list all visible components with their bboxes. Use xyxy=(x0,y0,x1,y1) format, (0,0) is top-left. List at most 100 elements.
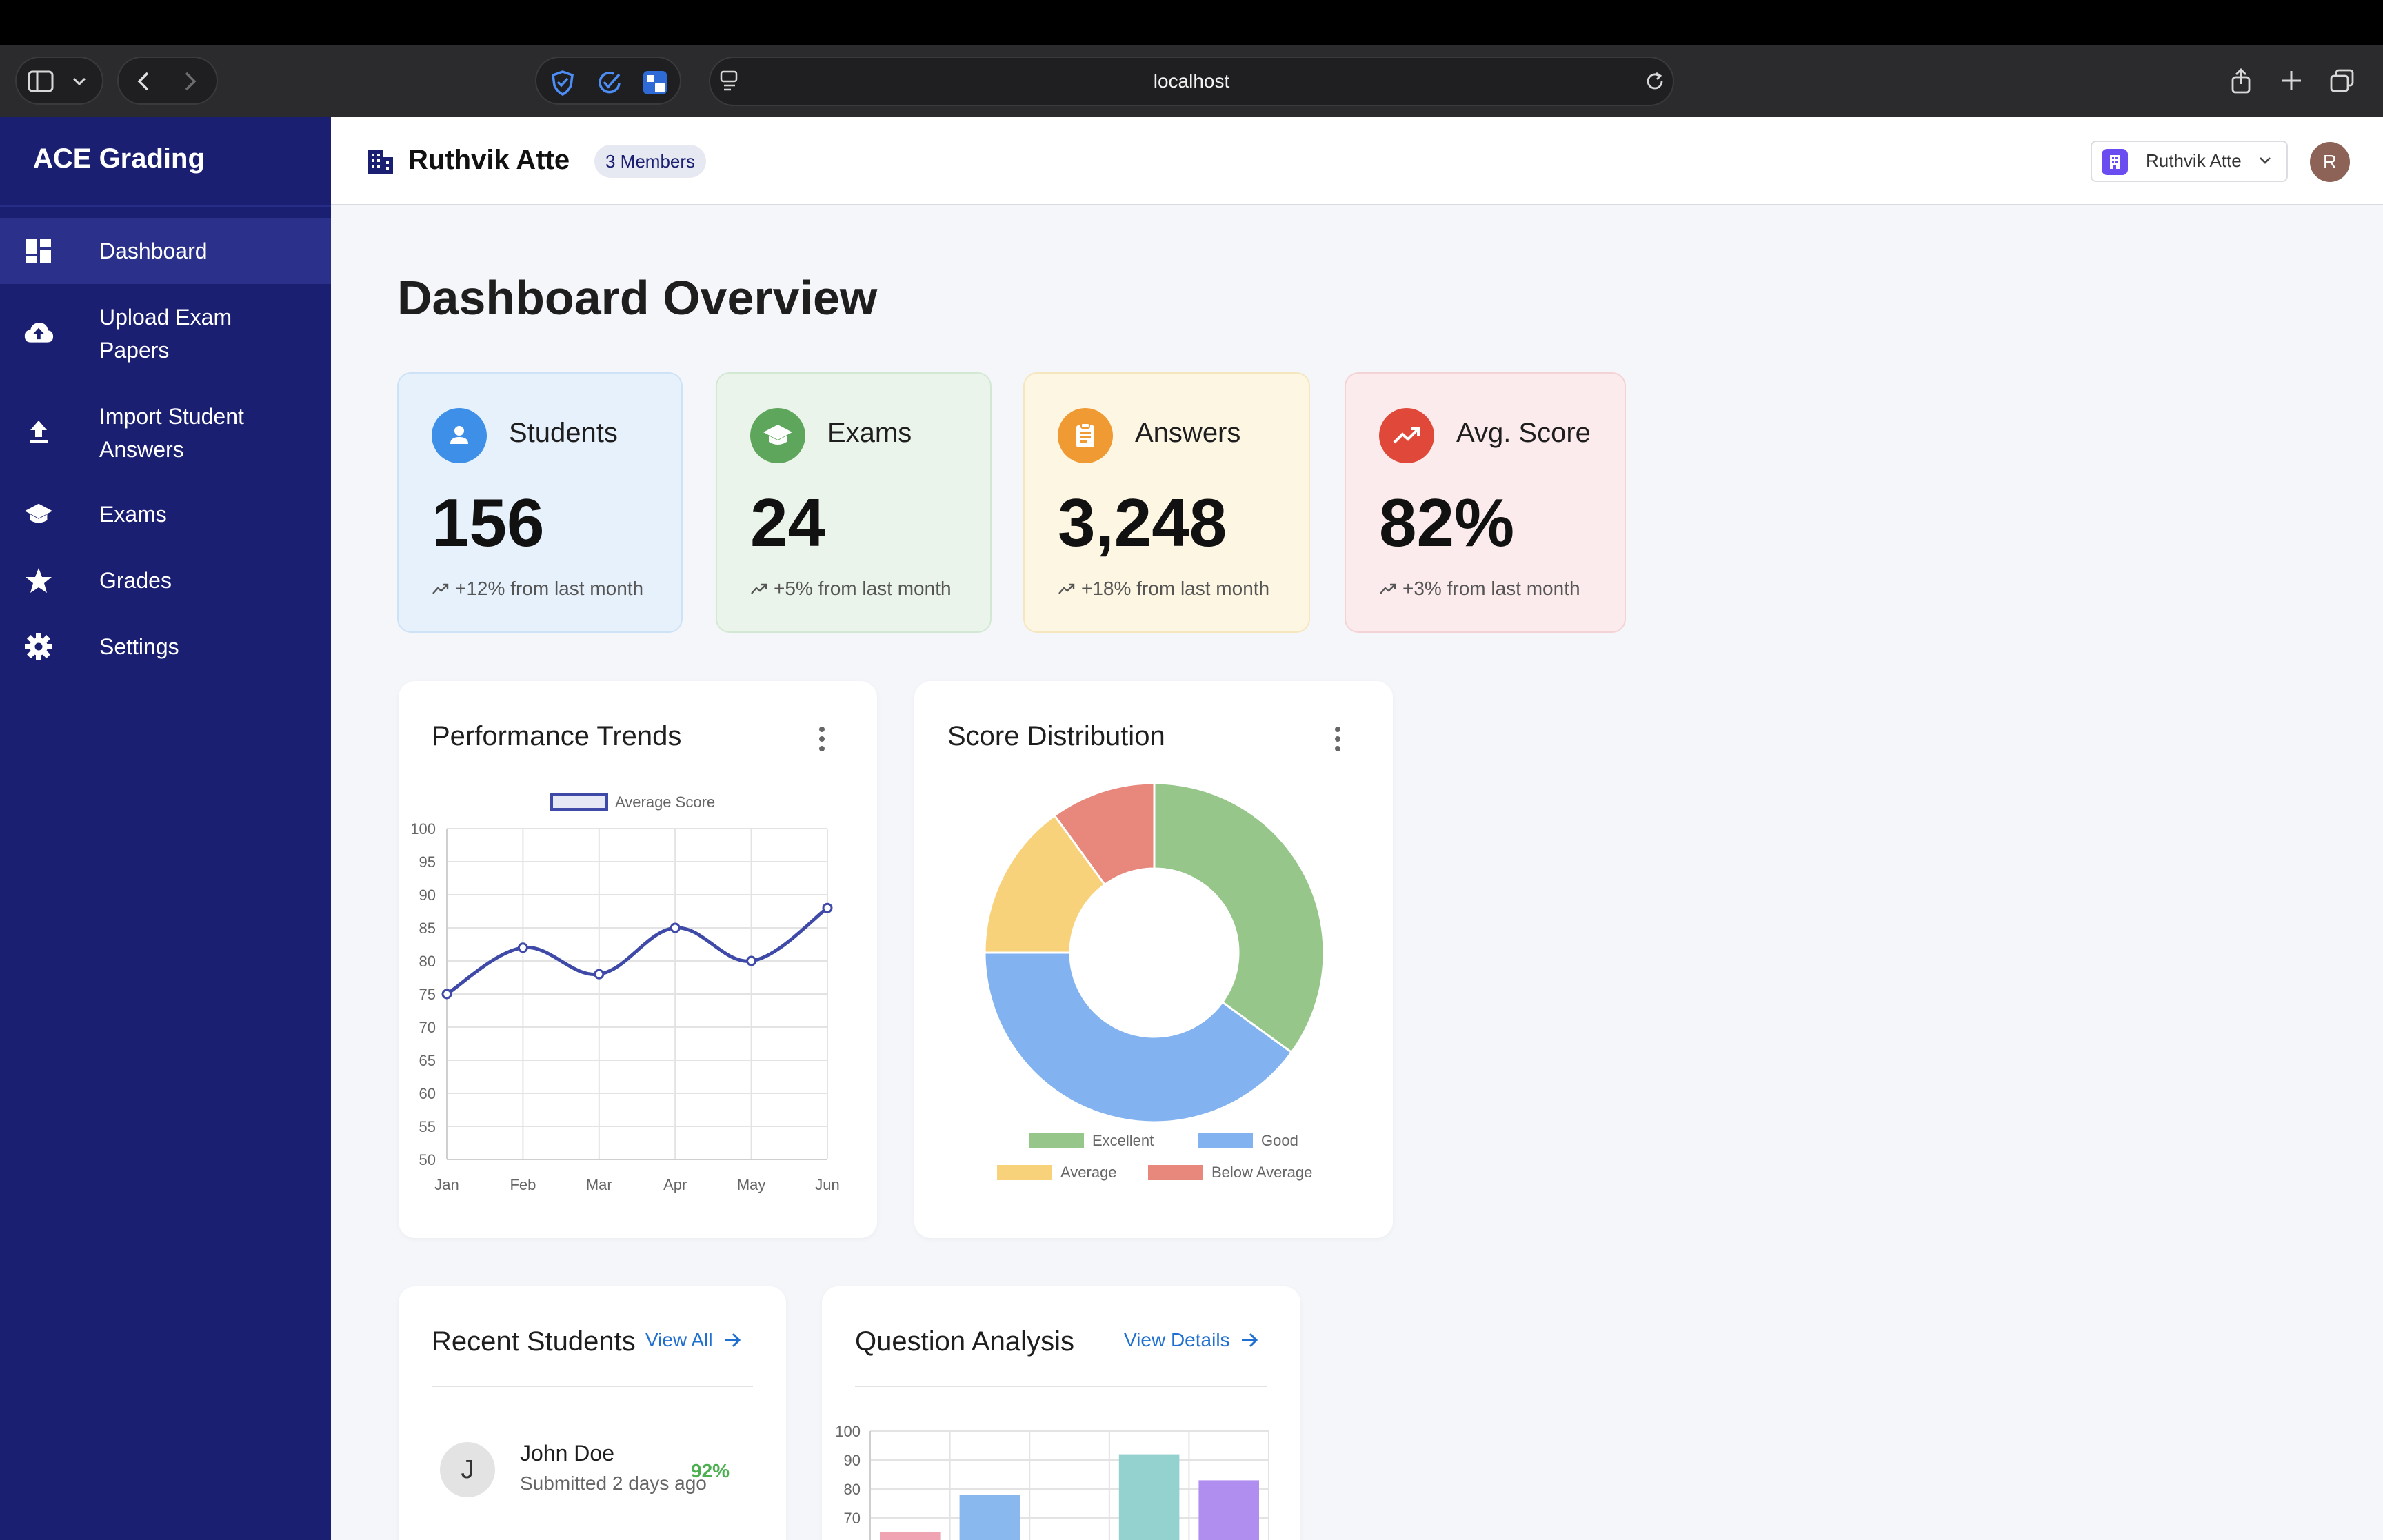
stat-label: Avg. Score xyxy=(1456,418,1591,448)
performance-trends-panel: Performance Trends Average Score 50 55 60 65… xyxy=(399,681,877,1238)
person-icon xyxy=(432,408,487,463)
back-icon[interactable] xyxy=(134,70,153,92)
panel-title: Score Distribution xyxy=(947,721,1165,751)
tab-overview-icon[interactable] xyxy=(2329,69,2355,94)
y-tick-label: 100 xyxy=(410,820,436,838)
donut-slice xyxy=(1053,782,1156,886)
panel-title: Recent Students xyxy=(432,1326,636,1357)
address-bar[interactable] xyxy=(709,57,1674,106)
clipboard-icon xyxy=(1058,408,1113,463)
stat-trend-text: +5% from last month xyxy=(774,578,952,599)
sidebar-item-grades[interactable]: Grades xyxy=(0,550,331,612)
view-all-label: View All xyxy=(645,1329,713,1350)
sidebar-item-import-student-answers[interactable]: Import Student Answers xyxy=(0,393,331,472)
stat-label: Exams xyxy=(827,418,912,448)
legend-swatch xyxy=(550,793,608,811)
view-details-link[interactable]: View Details xyxy=(1124,1329,1259,1351)
score-donut-chart: Excellent Good Average Below Average xyxy=(983,782,1325,1181)
sidebar-item-settings[interactable]: Settings xyxy=(0,616,331,678)
sidebar-toggle-button[interactable] xyxy=(15,57,103,105)
check-circle-icon[interactable] xyxy=(596,69,623,97)
stat-value: 156 xyxy=(432,485,545,560)
view-details-label: View Details xyxy=(1124,1329,1230,1350)
y-tick-label: 100 xyxy=(835,1423,861,1440)
dashboard-icon xyxy=(23,236,54,266)
sidebar-toggle-icon xyxy=(28,70,54,92)
history-nav xyxy=(117,57,218,105)
data-point xyxy=(822,902,833,913)
student-name[interactable]: John Doe xyxy=(520,1441,614,1466)
chevron-down-icon xyxy=(2260,157,2271,164)
reload-icon[interactable] xyxy=(1644,70,1666,92)
more-options-icon[interactable] xyxy=(1324,720,1351,758)
recent-students-panel: Recent Students View All J John Doe Subm… xyxy=(399,1286,786,1540)
legend-label: Below Average xyxy=(1211,1164,1312,1181)
avatar[interactable]: R xyxy=(2310,142,2350,182)
score-distribution-panel: Score Distribution Excellent Good Average B… xyxy=(914,681,1393,1238)
data-point xyxy=(517,942,528,953)
view-all-link[interactable]: View All xyxy=(645,1329,742,1351)
star-icon xyxy=(23,565,54,596)
new-tab-icon[interactable] xyxy=(2280,69,2303,92)
legend-swatch xyxy=(1198,1133,1253,1148)
stat-label: Answers xyxy=(1135,418,1241,448)
stat-trend: +12% from last month xyxy=(432,578,643,600)
y-tick-label: 85 xyxy=(419,920,436,937)
trend-up-icon xyxy=(432,583,449,594)
data-point xyxy=(670,922,681,933)
stat-card-exams: Exams 24 +5% from last month xyxy=(716,372,992,633)
cloud-upload-icon xyxy=(23,317,54,347)
x-tick-label: Jan xyxy=(434,1176,459,1193)
y-tick-label: 80 xyxy=(419,953,436,970)
student-meta: Submitted 2 days ago xyxy=(520,1472,707,1494)
sidebar-item-dashboard[interactable]: Dashboard xyxy=(0,218,331,284)
student-score: 92% xyxy=(691,1460,730,1481)
stat-card-answers: Answers 3,248 +18% from last month xyxy=(1023,372,1310,633)
x-tick-label: Mar xyxy=(586,1176,612,1193)
legend-swatch xyxy=(1029,1133,1084,1148)
series-line xyxy=(445,906,829,996)
question-analysis-panel: Question Analysis View Details 60 70 80 90 1… xyxy=(822,1286,1300,1540)
forward-icon[interactable] xyxy=(181,70,200,92)
x-tick-label: Jun xyxy=(815,1176,839,1193)
sidebar-item-label: Import Student Answers xyxy=(99,404,244,462)
y-tick-label: 70 xyxy=(419,1019,436,1036)
share-icon[interactable] xyxy=(2229,68,2253,95)
shield-icon[interactable] xyxy=(549,69,576,97)
panel-divider xyxy=(855,1386,1267,1387)
reader-icon[interactable] xyxy=(718,69,741,92)
sidebar-item-upload-exam-papers[interactable]: Upload Exam Papers xyxy=(0,294,331,372)
organization-switcher-label: Ruthvik Atte xyxy=(2146,150,2242,171)
y-tick-label: 90 xyxy=(419,886,436,904)
x-tick-label: Apr xyxy=(663,1176,687,1193)
y-tick-label: 70 xyxy=(844,1510,861,1527)
organization-name: Ruthvik Atte xyxy=(408,145,570,175)
members-badge[interactable]: 3 Members xyxy=(594,145,707,178)
organization-switcher[interactable] xyxy=(2091,141,2288,182)
y-tick-label: 80 xyxy=(844,1481,861,1498)
bar xyxy=(1198,1480,1259,1540)
extensions-group xyxy=(535,57,681,105)
bar xyxy=(880,1532,941,1540)
y-tick-label: 65 xyxy=(419,1052,436,1069)
sidebar-item-label: Grades xyxy=(99,568,172,593)
x-tick-label: Feb xyxy=(510,1176,536,1193)
donut-slice xyxy=(983,951,1294,1124)
y-tick-label: 60 xyxy=(844,1539,861,1540)
stat-label: Students xyxy=(509,418,618,448)
lock-extension-icon[interactable] xyxy=(641,69,669,97)
legend-label: Average Score xyxy=(615,793,715,811)
question-bar-chart: 60 70 80 90 100 xyxy=(835,1423,1269,1540)
panel-title: Question Analysis xyxy=(855,1326,1074,1357)
stat-trend: +3% from last month xyxy=(1379,578,1580,600)
sidebar-item-label: Upload Exam Papers xyxy=(99,305,232,363)
more-options-icon[interactable] xyxy=(808,720,836,758)
sidebar-item-exams[interactable]: Exams xyxy=(0,484,331,546)
sidebar xyxy=(0,117,331,1540)
chevron-down-icon xyxy=(72,77,86,86)
performance-line-chart: Average Score 50 55 60 65 70 75 80 85 90 95 100 Jan F… xyxy=(410,793,840,1193)
legend-label: Good xyxy=(1261,1132,1298,1149)
donut-slice xyxy=(1153,782,1325,1054)
page-title: Dashboard Overview xyxy=(397,271,878,325)
graduation-cap-icon xyxy=(750,408,805,463)
